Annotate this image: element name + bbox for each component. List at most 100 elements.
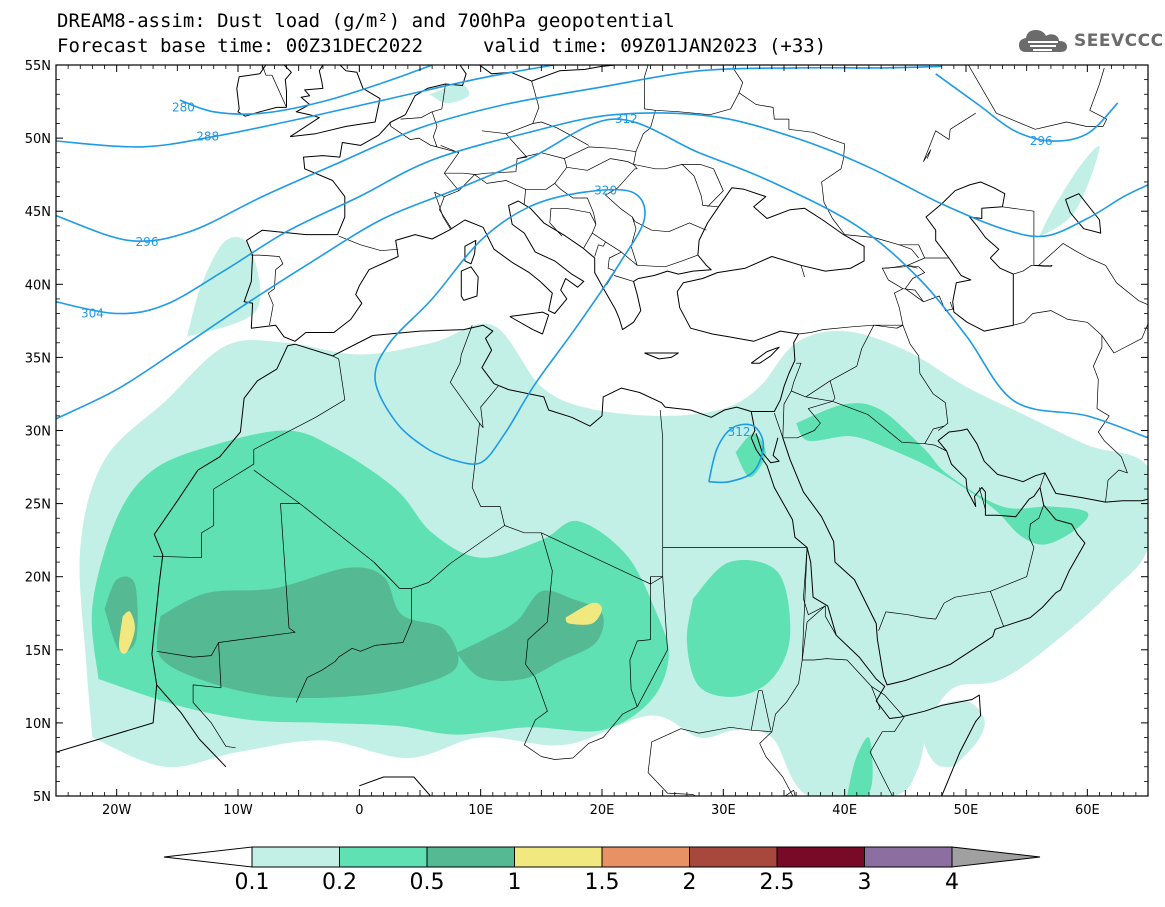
country-border [541,532,651,585]
country-border [633,164,719,208]
dust-region-level-3 [565,602,602,625]
coastline [289,65,324,138]
country-border [1101,323,1148,354]
lat-tick-label: 40N [25,278,51,293]
contour-label: 280 [172,100,195,114]
coastline [509,311,550,335]
country-border [156,650,212,658]
lon-tick-label: 50E [954,803,979,818]
country-border [850,260,865,269]
country-border [923,112,976,162]
coastline [460,266,479,301]
lat-tick-label: 20N [25,571,51,586]
country-border [531,81,540,124]
colorbar-label: 2 [683,870,697,895]
colorbar-swatch [339,846,428,868]
colorbar-swatch [601,846,690,868]
country-border [773,412,784,438]
lat-tick-label: 25N [25,498,51,513]
contour-line-304 [56,112,1148,315]
country-border [829,380,836,399]
contour-label: 312 [615,112,638,126]
country-border [1013,310,1128,503]
dust-region-level-1 [847,737,873,796]
country-border [978,487,986,516]
contour-label: 296 [136,235,159,249]
lat-tick-label: 50N [25,132,51,147]
country-border [790,362,802,392]
country-border [805,325,875,398]
country-border [443,172,476,191]
country-border [878,537,1035,631]
colorbar-label: 0.1 [235,870,270,895]
colorbar-label: 0.2 [322,870,357,895]
coastline [782,428,1148,686]
country-border [759,547,808,796]
country-border [411,325,505,589]
country-border [1039,472,1046,488]
coastline [1065,193,1102,234]
lon-tick-label: 20W [102,803,132,818]
country-border [871,686,881,710]
country-border [253,355,346,450]
colorbar-over-triangle [951,846,1041,868]
colorbar-under-triangle [163,846,253,868]
lon-tick-label: 20E [590,803,615,818]
contour-line-296 [56,65,942,243]
country-border [869,686,942,796]
contour-label: 288 [196,130,219,144]
country-border [295,503,412,703]
country-border [630,216,638,266]
lat-tick-label: 30N [25,425,51,440]
lat-tick-label: 5N [33,790,51,805]
country-border [802,658,872,687]
country-border [474,158,518,175]
lon-tick-label: 60E [1075,803,1100,818]
seevccc-logo: SEEVCCC [1018,26,1164,56]
map-title-line1: DREAM8-assim: Dust load (g/m²) and 700hP… [57,10,675,32]
country-border [549,207,597,237]
dust-region-level-0 [187,236,261,337]
country-border [389,121,438,148]
colorbar-label: 4 [945,870,959,895]
country-border [750,690,772,731]
dust-region-level-1 [686,560,791,697]
country-border [192,642,236,749]
country-border [989,591,1004,627]
coastline [925,181,1014,332]
colorbar-label: 3 [858,870,872,895]
colorbar-swatch [251,846,340,868]
contour-label: 312 [728,425,751,439]
dust-region-level-2 [156,567,459,699]
country-border [800,265,805,278]
dust-region-level-1 [735,433,766,478]
colorbar-label: 0.5 [410,870,445,895]
country-border [261,65,287,108]
country-border [605,168,707,233]
lon-tick-label: 10E [468,803,493,818]
dust-region-level-1 [796,403,1089,545]
lat-tick-label: 15N [25,644,51,659]
lon-tick-label: 0 [355,803,363,818]
country-border [338,235,399,252]
dust-region-level-0 [429,83,470,104]
country-border [554,146,636,184]
colorbar-swatch [514,846,603,868]
country-border [782,400,833,439]
coastline [755,433,780,464]
map-title-line2: Forecast base time: 00Z31DEC2022 valid ti… [57,35,826,57]
lon-tick-label: 30E [711,803,736,818]
country-border [251,254,284,326]
colorbar-label: 1.5 [585,870,620,895]
colorbar-swatch [864,846,953,868]
country-border [1028,504,1045,538]
country-border [373,561,400,589]
lat-tick-label: 45N [25,205,51,220]
country-border [738,795,770,796]
coastline-layer [56,65,1148,796]
coastline [290,65,381,138]
country-border [798,234,926,335]
country-border [801,605,826,661]
coastline [151,65,865,655]
